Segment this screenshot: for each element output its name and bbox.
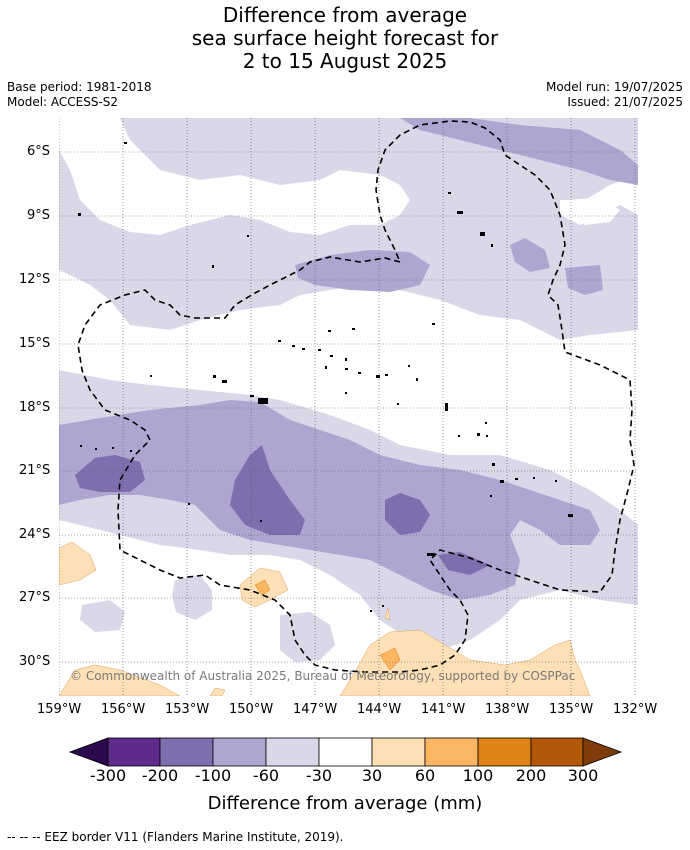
- colorbar-bin-6: [371, 737, 426, 767]
- copyright-notice: © Commonwealth of Australia 2025, Bureau…: [70, 669, 576, 683]
- colorbar-bin-5: [318, 737, 373, 767]
- model-run-text: Model run: 19/07/2025: [545, 80, 683, 94]
- lon-label-147w: 147°W: [293, 702, 338, 717]
- lat-label-24s: 24°S: [19, 527, 51, 542]
- colorbar-bin-4: [265, 737, 320, 767]
- island-markers: [78, 142, 573, 612]
- colorbar: [68, 737, 623, 767]
- colorbar-label-100: 100: [462, 766, 494, 785]
- colorbar-label-neg60: -60: [252, 766, 280, 785]
- colorbar-bin-7: [424, 737, 479, 767]
- lat-label-27s: 27°S: [19, 590, 51, 605]
- colorbar-label-30: 30: [361, 766, 383, 785]
- anomaly-band-positive-medium: [254, 579, 401, 671]
- issued-text: Issued: 21/07/2025: [567, 95, 683, 109]
- anomaly-band-positive-light: [59, 541, 591, 696]
- lat-label-12s: 12°S: [19, 272, 51, 287]
- map-title: Difference from average sea surface heig…: [0, 4, 690, 73]
- anomaly-band-neutral: [59, 118, 620, 235]
- lon-label-156w: 156°W: [101, 702, 146, 717]
- lat-label-15s: 15°S: [19, 336, 51, 351]
- colorbar-label-200: 200: [515, 766, 547, 785]
- eez-border: [77, 120, 635, 673]
- lon-label-159w: 159°W: [37, 702, 82, 717]
- colorbar-label-60: 60: [414, 766, 436, 785]
- lat-label-30s: 30°S: [19, 654, 51, 669]
- colorbar-label-neg30: -30: [305, 766, 333, 785]
- colorbar-title: Difference from average (mm): [207, 793, 483, 814]
- lon-label-138w: 138°W: [485, 702, 530, 717]
- title-line-2: sea surface height forecast for: [191, 26, 499, 50]
- title-line-3: 2 to 15 August 2025: [242, 49, 448, 73]
- colorbar-arrow-high: [582, 737, 623, 767]
- meta-right: Model run: 19/07/2025 Issued: 21/07/2025: [546, 80, 683, 110]
- colorbar-bin-8: [477, 737, 532, 767]
- base-period-text: Base period: 1981-2018: [7, 80, 152, 94]
- colorbar-bin-9: [530, 737, 584, 767]
- colorbar-arrow-low: [68, 737, 109, 767]
- lat-label-6s: 6°S: [27, 144, 51, 159]
- lon-label-135w: 135°W: [549, 702, 594, 717]
- model-text: Model: ACCESS-S2: [7, 95, 119, 109]
- colorbar-bin-1: [107, 737, 161, 767]
- lon-label-132w: 132°W: [613, 702, 658, 717]
- graticule: [59, 118, 638, 696]
- colorbar-bin-3: [212, 737, 267, 767]
- map-plot-area: [59, 118, 638, 696]
- colorbar-label-neg200: -200: [141, 766, 179, 785]
- lon-label-153w: 153°W: [165, 702, 210, 717]
- lon-label-144w: 144°W: [357, 702, 402, 717]
- anomaly-band-dark: [75, 445, 490, 575]
- eez-footnote: -- -- -- EEZ border V11 (Flanders Marine…: [7, 830, 344, 844]
- title-line-1: Difference from average: [222, 3, 468, 27]
- lat-label-21s: 21°S: [19, 463, 51, 478]
- lat-label-9s: 9°S: [27, 208, 51, 223]
- lon-label-141w: 141°W: [421, 702, 466, 717]
- meta-left: Base period: 1981-2018 Model: ACCESS-S2: [7, 80, 152, 110]
- lat-label-18s: 18°S: [19, 400, 51, 415]
- colorbar-bin-2: [159, 737, 214, 767]
- colorbar-label-300: 300: [567, 766, 599, 785]
- colorbar-label-neg300: -300: [89, 766, 127, 785]
- lon-label-150w: 150°W: [229, 702, 274, 717]
- colorbar-label-neg100: -100: [194, 766, 232, 785]
